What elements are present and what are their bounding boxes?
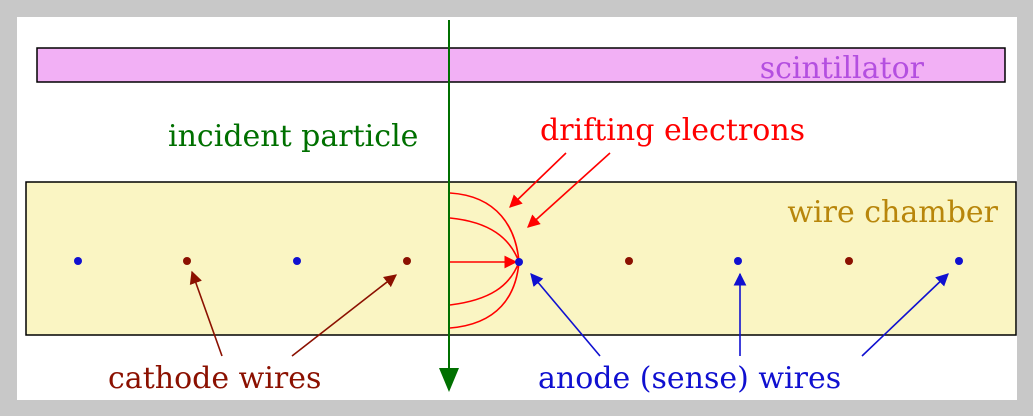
anode-arrow-1 xyxy=(530,273,601,357)
cathode-arrow-2 xyxy=(291,274,398,357)
cathode-wires-label: cathode wires xyxy=(108,361,321,396)
incident-particle-arrowhead xyxy=(439,368,459,392)
anode-wire xyxy=(74,257,82,265)
anode-arrow-3 xyxy=(861,273,949,357)
drifting-electrons-arrow-2 xyxy=(527,152,611,228)
anode-wire xyxy=(734,257,742,265)
wire-chamber-label: wire chamber xyxy=(787,195,998,230)
cathode-wire xyxy=(845,257,853,265)
scintillator-bar xyxy=(36,47,1006,83)
anode-wires-label: anode (sense) wires xyxy=(538,361,841,396)
scintillator-label: scintillator xyxy=(760,51,925,86)
cathode-arrow-1 xyxy=(189,270,223,357)
cathode-wire xyxy=(625,257,633,265)
drifting-electrons-label: drifting electrons xyxy=(540,113,805,148)
anode-wire xyxy=(515,258,523,266)
cathode-wire xyxy=(403,257,411,265)
anode-wire xyxy=(293,257,301,265)
electron-drift-lines xyxy=(449,192,520,329)
cathode-wire xyxy=(183,257,191,265)
anode-wire xyxy=(955,257,963,265)
incident-particle-label: incident particle xyxy=(168,119,418,154)
drifting-electrons-arrow-1 xyxy=(509,152,567,208)
